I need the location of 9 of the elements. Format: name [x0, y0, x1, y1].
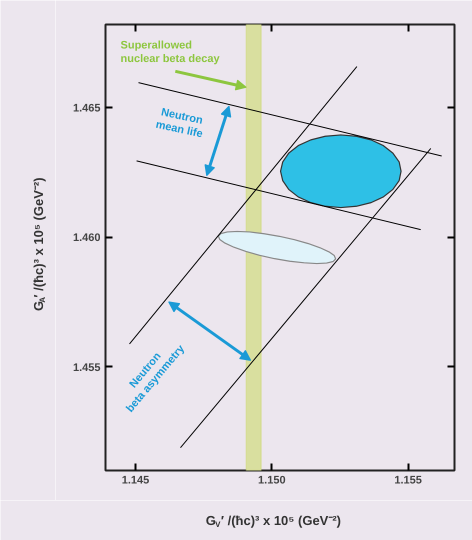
x-tick-label: 1.150	[258, 474, 286, 486]
annotation: Superallowed nuclear beta decay	[120, 40, 220, 65]
y-tick-label: 1.455	[72, 362, 101, 374]
x-tick-label: 1.145	[122, 474, 150, 486]
y-axis-title: GA′ /(ħc)³ x 10⁵ (GeV⁻²)	[31, 177, 47, 312]
y-tick-label: 1.465	[72, 102, 101, 114]
annotation: Neutron mean life	[154, 106, 204, 140]
x-tick-label: 1.155	[394, 474, 422, 486]
y-tick-label: 1.460	[72, 232, 101, 244]
